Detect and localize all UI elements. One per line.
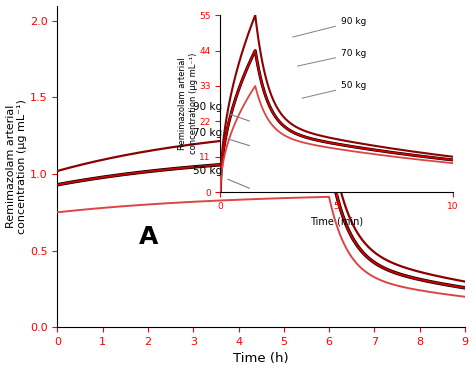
Text: 50 kg: 50 kg [193, 166, 249, 188]
Text: 70 kg: 70 kg [193, 128, 249, 146]
Text: A: A [139, 225, 158, 249]
Text: 90 kg: 90 kg [193, 102, 249, 121]
X-axis label: Time (h): Time (h) [233, 352, 289, 365]
Y-axis label: Remimazolam arterial
concentration (μg mL⁻¹): Remimazolam arterial concentration (μg m… [6, 99, 27, 234]
